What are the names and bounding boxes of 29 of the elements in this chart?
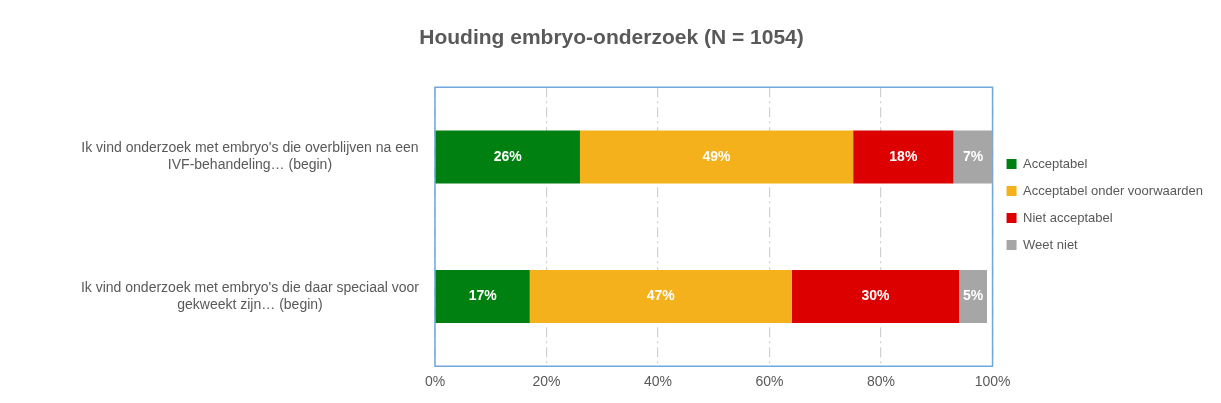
data-label: 26% [493,147,523,164]
bar [435,269,530,323]
bar [435,130,580,184]
x-tick-label: 0% [424,373,446,390]
legend-label: Niet acceptabel [1023,209,1113,225]
data-label: 30% [861,287,891,304]
x-tick-label: 20% [532,373,561,390]
x-tick-label: 60% [755,373,784,390]
legend-label: Acceptabel onder voorwaarden [1023,182,1203,198]
x-tick-label: 100% [974,373,1011,390]
bar [953,130,993,184]
data-label: 47% [646,287,676,304]
legend-label: Acceptabel [1023,155,1088,171]
data-label: 18% [889,147,918,164]
data-label: 5% [962,287,984,304]
bar [579,130,854,184]
x-tick-label: 80% [867,373,896,390]
y-tick-label: Ik vind onderzoek met embryo's die overblijven na een IVF-behandeling… (begin) [81,139,419,173]
bar [853,130,954,184]
chart-title: Houding embryo-onderzoek (N = 1054) [419,25,804,49]
x-tick-label: 40% [644,373,673,390]
data-label: 7% [962,147,984,164]
bar [959,269,987,323]
bar [791,269,960,323]
bar [529,269,792,323]
data-label: 17% [468,287,498,304]
legend-label: Weet niet [1023,236,1079,252]
y-tick-label: Ik vind onderzoek met embryo's die daar speciaal voor gekweekt zijn… (begin) [80,278,420,312]
data-label: 49% [702,147,732,164]
